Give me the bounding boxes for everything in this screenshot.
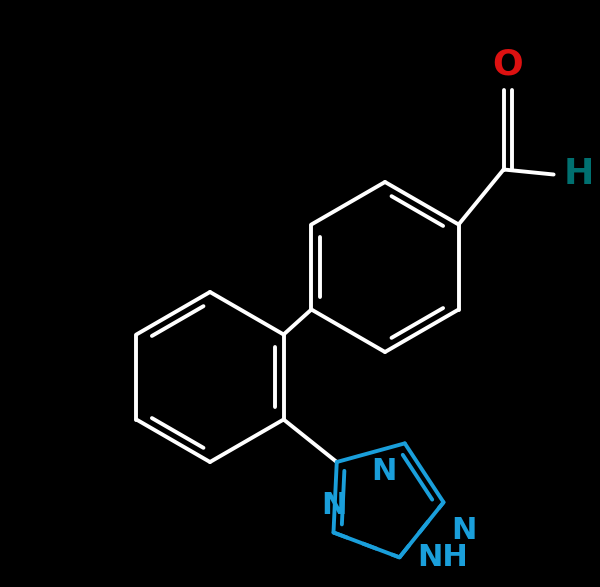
Text: H: H [563, 157, 594, 191]
Text: O: O [492, 48, 523, 82]
Text: NH: NH [418, 543, 468, 572]
Text: N: N [371, 457, 397, 487]
Text: N: N [452, 517, 477, 545]
Text: N: N [321, 491, 346, 521]
